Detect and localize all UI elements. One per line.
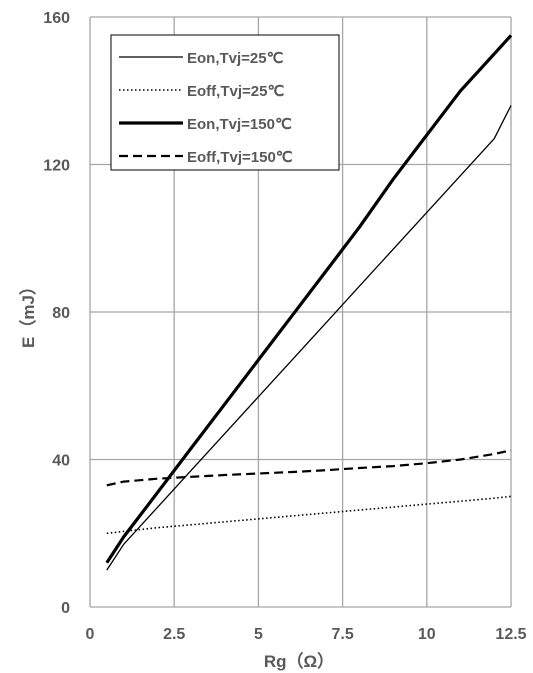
legend-label-2: Eoff,Tvj=25℃ <box>187 83 284 100</box>
series-line-1 <box>106 105 512 571</box>
x-tick-label: 2.5 <box>163 626 185 643</box>
x-tick-label: 7.5 <box>331 626 353 643</box>
y-tick-label: 120 <box>43 158 70 175</box>
x-tick-label: 0 <box>86 626 95 643</box>
legend-label-4: Eoff,Tvj=150℃ <box>187 149 293 166</box>
series-line-4 <box>106 449 512 487</box>
legend-label-3: Eon,Tvj=150℃ <box>187 116 292 133</box>
x-tick-label: 5 <box>254 626 263 643</box>
y-tick-label: 160 <box>43 10 70 27</box>
legend: Eon,Tvj=25℃ Eoff,Tvj=25℃ Eon,Tvj=150℃ Eoff,… <box>110 34 340 171</box>
tick-labels: 0 2.5 5 7.5 10 12.5 0 40 80 120 160 <box>43 10 526 643</box>
x-tick-label: 12.5 <box>495 626 526 643</box>
y-tick-label: 80 <box>52 305 70 322</box>
series-line-2 <box>106 495 512 535</box>
y-tick-label: 40 <box>52 453 70 470</box>
y-tick-label: 0 <box>61 600 70 617</box>
series-line-3 <box>105 34 513 564</box>
x-axis-title: Rg（Ω） <box>264 651 334 671</box>
series-lines <box>105 34 513 571</box>
y-axis-title: E（mJ） <box>18 278 38 348</box>
x-tick-label: 10 <box>418 626 436 643</box>
legend-label-1: Eon,Tvj=25℃ <box>187 50 284 67</box>
